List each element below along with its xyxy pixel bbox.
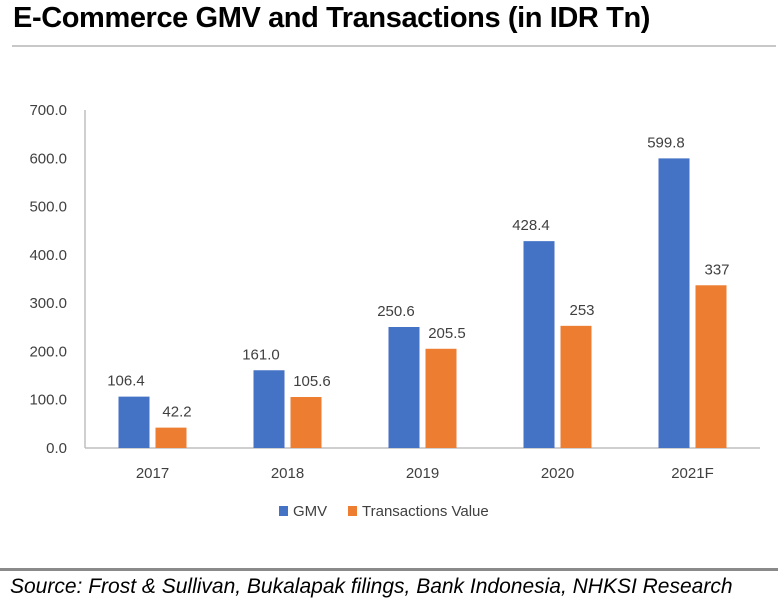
y-tick-label: 600.0 (29, 150, 67, 167)
x-axis: 2017 2018 2019 2020 2021F (85, 447, 760, 482)
data-labels: 106.4 42.2 161.0 105.6 250.6 205.5 428.4 253 599… (107, 134, 729, 420)
source-divider (0, 568, 778, 571)
source-note: Source: Frost & Sullivan, Bukalapak fili… (10, 575, 733, 598)
legend-swatch (348, 506, 357, 516)
legend-label: Transactions Value (362, 503, 489, 520)
bar-gmv (658, 158, 690, 449)
x-tick-label: 2019 (406, 465, 439, 482)
data-label: 106.4 (107, 373, 145, 390)
bar-transactions-value (290, 397, 322, 448)
bar-gmv (523, 241, 555, 448)
data-label: 105.6 (293, 373, 331, 390)
x-tick-label: 2021F (671, 465, 714, 482)
bar-transactions-value (560, 325, 592, 448)
x-tick-label: 2020 (541, 465, 574, 482)
x-tick-label: 2018 (271, 465, 304, 482)
bar-gmv (118, 396, 150, 448)
bar-chart: 0.0 100.0 200.0 300.0 400.0 500.0 600.0 700.0 2… (29, 102, 760, 520)
bars (118, 158, 727, 449)
y-tick-label: 500.0 (29, 199, 67, 216)
data-label: 337 (704, 261, 729, 278)
data-label: 599.8 (647, 134, 685, 151)
title-divider (12, 45, 776, 47)
bar-gmv (253, 370, 285, 448)
legend: GMV Transactions Value (279, 503, 489, 520)
bar-transactions-value (425, 348, 457, 448)
data-label: 428.4 (512, 217, 550, 234)
y-tick-label: 400.0 (29, 247, 67, 264)
x-tick-label: 2017 (136, 465, 169, 482)
bar-transactions-value (695, 285, 727, 448)
y-tick-label: 700.0 (29, 102, 67, 119)
data-label: 205.5 (428, 325, 466, 342)
data-label: 253 (569, 302, 594, 319)
legend-label: GMV (293, 503, 327, 520)
chart-title: E-Commerce GMV and Transactions (in IDR … (13, 2, 651, 34)
y-tick-label: 0.0 (46, 440, 67, 457)
y-tick-label: 100.0 (29, 392, 67, 409)
data-label: 250.6 (377, 303, 415, 320)
y-axis: 0.0 100.0 200.0 300.0 400.0 500.0 600.0 700.0 (29, 102, 86, 457)
y-tick-label: 200.0 (29, 343, 67, 360)
data-label: 42.2 (162, 404, 191, 421)
legend-swatch (279, 506, 288, 516)
y-tick-label: 300.0 (29, 295, 67, 312)
data-label: 161.0 (242, 346, 280, 363)
bar-transactions-value (155, 427, 187, 448)
bar-gmv (388, 326, 420, 448)
